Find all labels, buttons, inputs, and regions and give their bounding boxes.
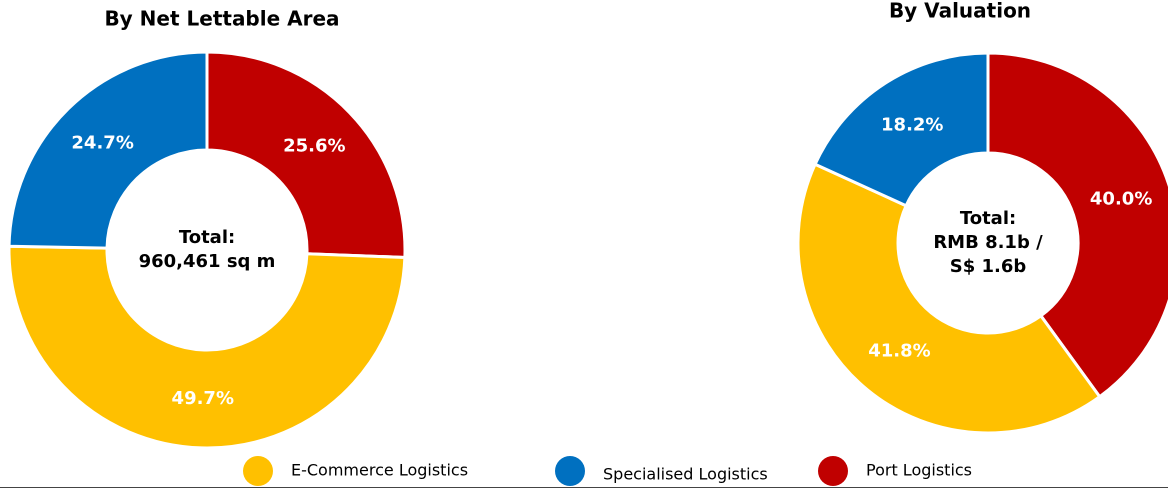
center-text: S$ 1.6b	[950, 256, 1027, 277]
data-label: 49.7%	[172, 388, 234, 409]
center-text: Total:	[179, 227, 235, 248]
legend-label: E-Commerce Logistics	[291, 461, 468, 480]
legend-swatch	[243, 456, 273, 486]
data-label: 18.2%	[881, 114, 943, 135]
data-label: 24.7%	[71, 133, 133, 154]
chart-title: By Valuation	[889, 0, 1031, 23]
center-text: Total:	[960, 208, 1016, 229]
legend-label: Port Logistics	[866, 461, 972, 480]
center-text: 960,461 sq m	[139, 251, 276, 272]
center-text: RMB 8.1b /	[933, 232, 1043, 253]
donut-slice	[813, 51, 990, 208]
chart-title: By Net Lettable Area	[104, 7, 339, 31]
donut-slice	[205, 50, 407, 260]
donut-slice	[7, 50, 209, 250]
data-label: 25.6%	[283, 136, 345, 157]
data-label: 40.0%	[1090, 189, 1152, 210]
data-label: 41.8%	[868, 340, 930, 361]
legend-label: Specialised Logistics	[603, 465, 768, 484]
donut-slice	[7, 244, 407, 450]
donut-slice	[986, 51, 1168, 399]
legend-swatch	[555, 456, 585, 486]
donut-slice	[796, 162, 1102, 435]
legend-swatch	[818, 456, 848, 486]
